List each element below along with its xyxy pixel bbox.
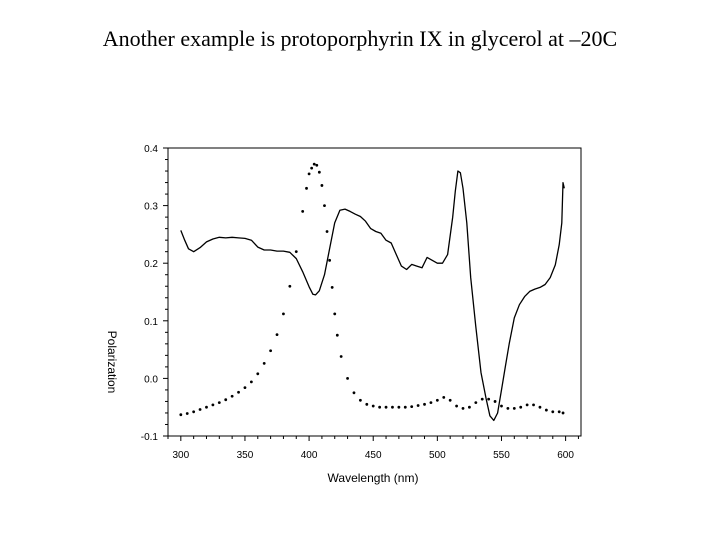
y-tick-label: 0.4: [144, 144, 158, 155]
series-dotted-point: [288, 284, 292, 288]
series-dotted-point: [310, 166, 314, 170]
series-dotted-point: [330, 285, 334, 289]
series-dotted-point: [532, 403, 535, 407]
series-dotted-point: [339, 355, 343, 358]
series-dotted-point: [205, 405, 208, 409]
series-dotted-point: [384, 405, 388, 409]
series-dotted-point: [320, 184, 324, 187]
x-tick-label: 550: [493, 450, 510, 461]
series-dotted-point: [480, 397, 484, 401]
series-dotted-point: [179, 413, 183, 417]
y-tick-label: -0.1: [141, 432, 159, 443]
series-dotted-point: [323, 204, 326, 208]
series-dotted-point: [435, 398, 439, 402]
series-dotted-point: [198, 408, 202, 411]
series-dotted-point: [403, 405, 407, 409]
series-dotted-point: [282, 312, 285, 316]
series-dotted-point: [192, 410, 196, 414]
y-tick-label: 0.0: [144, 374, 158, 385]
series-dotted-point: [551, 410, 555, 414]
series-dotted-point: [544, 408, 548, 412]
series-dotted-point: [237, 390, 240, 394]
series-dotted-point: [455, 404, 458, 408]
series-dotted-point: [328, 258, 332, 262]
series-solid-line: [180, 170, 565, 422]
series-dotted-point: [211, 403, 215, 407]
x-tick-label: 400: [301, 450, 318, 461]
series-dotted-point: [305, 186, 308, 190]
series-dotted-point: [423, 402, 426, 406]
x-tick-label: 350: [237, 450, 254, 461]
series-dotted-point: [525, 403, 529, 407]
series-dotted-point: [391, 405, 394, 409]
series-dotted-point: [217, 401, 221, 404]
series-dotted-point: [185, 412, 189, 415]
series-dotted-point: [256, 372, 260, 376]
x-axis-title: Wavelength (nm): [328, 471, 419, 485]
x-tick-label: 450: [365, 450, 382, 461]
series-dotted-point: [224, 398, 228, 402]
series-dotted-point: [352, 391, 356, 395]
series-dotted-point: [461, 406, 465, 410]
series-dotted: [179, 162, 565, 417]
x-tick-label: 600: [557, 450, 574, 461]
series-dotted-point: [512, 406, 516, 410]
series-dotted-point: [365, 402, 369, 406]
series-dotted-point: [557, 410, 561, 414]
series-dotted-point: [301, 209, 305, 213]
y-tick-label: 0.1: [144, 317, 158, 328]
series-dotted-point: [317, 170, 321, 174]
plot-frame: [167, 147, 582, 437]
series-dotted-point: [561, 411, 565, 415]
series-dotted-point: [468, 405, 471, 409]
series-dotted-point: [506, 406, 510, 410]
series-dotted-point: [538, 405, 542, 409]
series-group: [179, 162, 565, 422]
series-dotted-point: [371, 404, 375, 408]
x-axis: 300 350 400 450 500 550 600: [167, 436, 579, 461]
y-axis-title: Polarization: [105, 331, 119, 394]
y-axis: 0.4 0.3 0.2 0.1 0.0 -0.1: [141, 144, 168, 443]
series-dotted-point: [243, 386, 247, 390]
series-dotted-point: [269, 349, 273, 353]
series-dotted-point: [312, 162, 316, 166]
series-dotted-point: [448, 398, 452, 402]
series-dotted-point: [487, 397, 491, 401]
x-tick-label: 500: [429, 450, 446, 461]
series-dotted-point: [358, 398, 362, 402]
x-tick-label: 300: [172, 450, 189, 461]
y-tick-label: 0.2: [144, 259, 158, 270]
series-dotted-point: [346, 377, 349, 380]
series-dotted-point: [333, 312, 337, 316]
series-dotted-point: [249, 380, 253, 384]
series-dotted-point: [442, 396, 446, 399]
series-dotted-point: [294, 250, 298, 254]
slide-title: Another example is protoporphyrin IX in …: [102, 26, 618, 51]
series-dotted-point: [230, 394, 234, 398]
series-dotted-point: [416, 404, 420, 407]
series-dotted-point: [397, 405, 401, 409]
series-dotted-point: [325, 230, 329, 233]
series-dotted-point: [429, 401, 433, 404]
series-dotted-point: [493, 400, 497, 403]
y-tick-label: 0.3: [144, 202, 158, 213]
series-dotted-point: [410, 405, 414, 409]
series-dotted-point: [307, 172, 311, 176]
series-dotted-point: [500, 404, 503, 408]
series-dotted-point: [275, 333, 279, 337]
series-dotted-point: [474, 401, 478, 404]
series-dotted-point: [378, 405, 382, 409]
series-dotted-point: [315, 163, 319, 167]
series-dotted-point: [519, 405, 523, 409]
series-dotted-point: [335, 333, 339, 337]
series-dotted-point: [262, 362, 266, 365]
